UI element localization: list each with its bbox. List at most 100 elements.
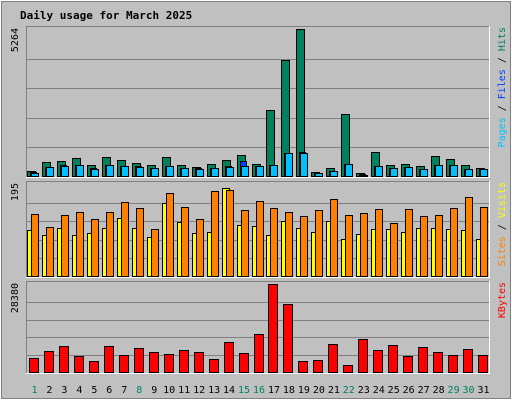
panel-background	[26, 26, 490, 178]
bar-pages-day-26	[405, 167, 413, 177]
bar-kbytes-day-25	[388, 345, 398, 373]
bar-kbytes-day-6	[104, 346, 114, 373]
bar-pages-day-25	[390, 168, 398, 177]
bar-sites-day-25	[390, 223, 398, 277]
x-tick-label: 30	[463, 385, 475, 396]
legend-entry: Visits	[497, 182, 508, 218]
bar-kbytes-day-17	[268, 284, 278, 373]
y-max-label: 28380	[10, 283, 21, 313]
bar-kbytes-day-1	[29, 358, 39, 373]
bar-kbytes-day-29	[448, 355, 458, 373]
bar-pages-day-30	[465, 169, 473, 177]
x-tick-label: 17	[268, 385, 280, 396]
chart-title: Daily usage for March 2025	[20, 9, 192, 22]
bar-kbytes-day-10	[164, 354, 174, 373]
bar-pages-day-8	[136, 167, 144, 177]
bar-kbytes-day-9	[149, 352, 159, 373]
x-tick-label: 14	[223, 385, 235, 396]
bar-pages-day-19	[300, 153, 308, 177]
x-tick-label: 5	[91, 385, 97, 396]
bar-sites-day-20	[315, 210, 323, 277]
x-axis-labels: 1 2 3 4 5 6 7 8 9 10 11 12 13 14 15 16 17 18 19 20 21 22 23 24 2…	[31, 385, 489, 396]
bar-kbytes-day-14	[224, 342, 234, 373]
bar-pages-day-11	[181, 168, 189, 177]
y-max-label: 5264	[10, 28, 21, 52]
bar-pages-day-7	[121, 166, 129, 177]
x-tick-label: 1	[31, 385, 37, 396]
legend-hits: Pages / Files / Hits	[497, 27, 508, 147]
bar-sites-day-14	[226, 190, 234, 277]
x-tick-label: 15	[238, 385, 250, 396]
bar-kbytes-day-11	[179, 350, 189, 373]
x-tick-label: 26	[403, 385, 415, 396]
bar-pages-day-16	[256, 166, 264, 177]
bar-pages-day-4	[76, 165, 84, 177]
bar-pages-day-2	[46, 167, 54, 177]
x-tick-label: 8	[136, 385, 142, 396]
bar-sites-day-2	[46, 227, 54, 277]
bar-sites-day-13	[211, 191, 219, 277]
bar-sites-day-3	[61, 215, 69, 277]
bar-pages-day-31	[480, 169, 488, 177]
legend-entry: Sites	[497, 236, 508, 266]
bar-kbytes-day-19	[298, 361, 308, 373]
x-tick-label: 22	[343, 385, 355, 396]
bar-pages-day-3	[61, 166, 69, 177]
bar-pages-day-5	[91, 169, 99, 177]
bar-sites-day-12	[196, 219, 204, 277]
bar-kbytes-day-23	[358, 339, 368, 373]
x-tick-label: 10	[163, 385, 175, 396]
bar-sites-day-30	[465, 197, 473, 277]
bar-pages-day-14	[226, 167, 234, 177]
x-tick-label: 9	[151, 385, 157, 396]
bar-pages-day-22	[345, 164, 353, 177]
bar-sites-day-1	[31, 214, 39, 277]
bar-kbytes-day-24	[373, 350, 383, 373]
bar-pages-day-13	[211, 168, 219, 177]
bar-kbytes-day-2	[44, 351, 54, 373]
bar-kbytes-day-8	[134, 348, 144, 373]
bar-kbytes-day-16	[254, 334, 264, 373]
bar-kbytes-day-21	[328, 344, 338, 373]
x-tick-label: 27	[418, 385, 430, 396]
bar-kbytes-day-27	[418, 347, 428, 373]
bar-sites-day-16	[256, 201, 264, 277]
x-tick-label: 19	[298, 385, 310, 396]
bar-sites-day-24	[375, 209, 383, 277]
x-tick-label: 11	[178, 385, 190, 396]
legend-kbytes: KBytes	[497, 282, 508, 318]
bar-pages-day-6	[106, 165, 114, 177]
legend-entry: /	[497, 218, 508, 236]
bar-sites-day-17	[270, 208, 278, 277]
bar-kbytes-day-30	[463, 349, 473, 373]
x-tick-label: 23	[358, 385, 370, 396]
legend-entry: Files	[497, 69, 508, 99]
bar-kbytes-day-4	[74, 356, 84, 373]
bar-kbytes-day-28	[433, 352, 443, 373]
x-tick-label: 18	[283, 385, 295, 396]
bar-pages-day-17	[270, 165, 278, 177]
bar-sites-day-22	[345, 215, 353, 277]
x-tick-label: 12	[193, 385, 205, 396]
bar-sites-day-4	[76, 212, 84, 277]
bar-pages-day-24	[375, 166, 383, 177]
bar-pages-day-29	[450, 165, 458, 177]
bar-sites-day-21	[330, 199, 338, 277]
bar-pages-day-27	[420, 169, 428, 177]
bar-sites-day-26	[405, 209, 413, 277]
bar-sites-day-6	[106, 212, 114, 277]
x-tick-label: 29	[448, 385, 460, 396]
bar-sites-day-29	[450, 208, 458, 277]
bar-kbytes-day-5	[89, 361, 99, 373]
series-sites	[31, 190, 488, 277]
y-max-label: 195	[10, 183, 21, 201]
bar-sites-day-18	[285, 212, 293, 277]
x-tick-label: 24	[373, 385, 385, 396]
bar-pages-day-10	[166, 166, 174, 177]
x-tick-label: 16	[253, 385, 265, 396]
x-tick-label: 13	[208, 385, 220, 396]
bar-kbytes-day-15	[239, 353, 249, 373]
bar-kbytes-day-3	[59, 346, 69, 373]
